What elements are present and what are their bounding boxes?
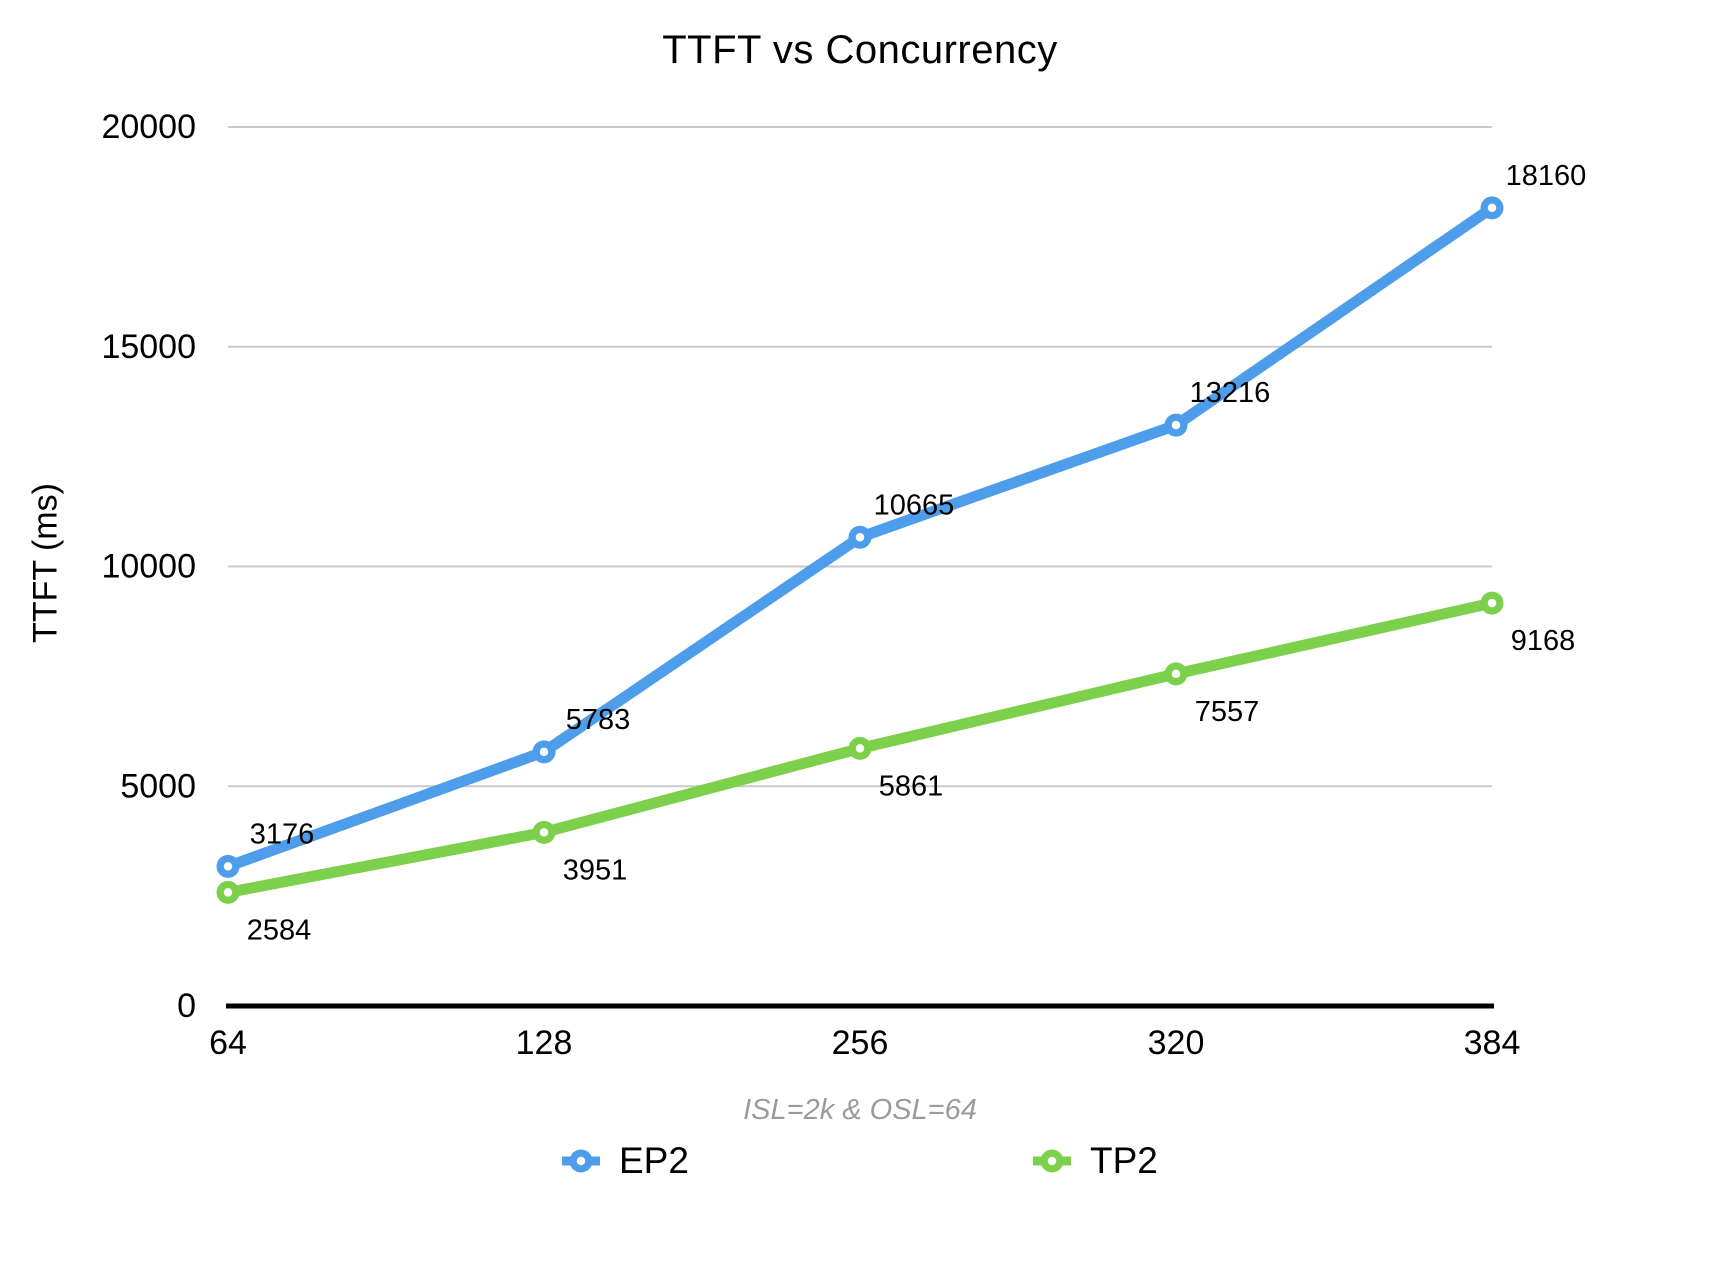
data-label-tp2-320: 7557 (1195, 696, 1260, 728)
data-label-ep2-64: 3176 (250, 818, 315, 850)
data-label-ep2-256: 10665 (874, 489, 955, 521)
y-tick-label-5000: 5000 (120, 767, 196, 805)
x-axis-note: ISL=2k & OSL=64 (743, 1094, 977, 1126)
y-tick-label-20000: 20000 (101, 108, 196, 146)
data-point-hole (1171, 420, 1181, 430)
chart-title: TTFT vs Concurrency (662, 28, 1058, 72)
y-tick-label-15000: 15000 (101, 328, 196, 366)
data-point-hole (855, 744, 865, 753)
data-label-tp2-256: 5861 (879, 770, 944, 802)
data-label-tp2-64: 2584 (247, 914, 312, 946)
data-label-tp2-384: 9168 (1511, 625, 1576, 657)
data-point-hole (1487, 598, 1497, 608)
data-point-hole (539, 828, 549, 837)
x-tick-label-64: 64 (209, 1024, 247, 1062)
data-point-hole (223, 888, 233, 897)
data-point-hole (1487, 203, 1497, 213)
x-tick-label-128: 128 (516, 1024, 573, 1062)
data-point-hole (1171, 669, 1181, 679)
ep2-line-marker-icon (562, 1149, 600, 1173)
legend-item-ep2: EP2 (562, 1138, 689, 1184)
tp2-line-marker-icon (1033, 1149, 1071, 1173)
x-tick-label-320: 320 (1148, 1024, 1205, 1062)
legend-label-ep2: EP2 (619, 1140, 689, 1181)
data-point-hole (855, 533, 865, 542)
data-label-ep2-128: 5783 (566, 704, 631, 736)
data-point-hole (539, 747, 549, 757)
data-point-hole (223, 862, 233, 871)
data-label-tp2-128: 3951 (563, 854, 628, 886)
legend-label-tp2: TP2 (1090, 1140, 1158, 1181)
x-tick-label-256: 256 (832, 1024, 889, 1062)
data-label-ep2-320: 13216 (1190, 377, 1271, 409)
legend-item-tp2: TP2 (1033, 1138, 1158, 1184)
x-tick-label-384: 384 (1464, 1024, 1521, 1062)
y-tick-label-0: 0 (177, 987, 196, 1025)
data-label-ep2-384: 18160 (1506, 160, 1587, 192)
y-tick-label-10000: 10000 (101, 548, 196, 586)
